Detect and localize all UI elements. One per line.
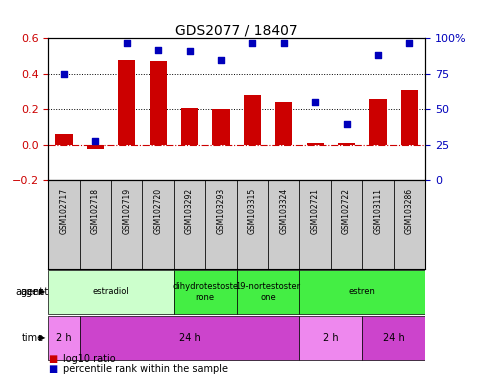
Text: ▶: ▶ <box>40 333 46 343</box>
Bar <box>56 134 72 145</box>
Bar <box>299 180 331 269</box>
Bar <box>87 145 104 149</box>
Text: estren: estren <box>349 287 376 296</box>
Point <box>249 40 256 46</box>
Point <box>312 99 319 106</box>
Point <box>123 40 131 46</box>
Text: 24 h: 24 h <box>179 333 200 343</box>
Text: ■: ■ <box>48 354 57 364</box>
Text: log10 ratio: log10 ratio <box>63 354 115 364</box>
Bar <box>181 108 198 145</box>
Point <box>155 47 162 53</box>
Text: GSM103315: GSM103315 <box>248 187 257 234</box>
Point <box>343 121 351 127</box>
Text: GSM102718: GSM102718 <box>91 187 100 233</box>
Text: ▶: ▶ <box>40 287 46 296</box>
Bar <box>118 60 135 145</box>
Text: estradiol: estradiol <box>93 287 129 296</box>
Bar <box>299 316 362 360</box>
Text: percentile rank within the sample: percentile rank within the sample <box>63 364 228 374</box>
Text: GSM103111: GSM103111 <box>373 187 383 233</box>
Bar <box>331 180 362 269</box>
Bar <box>307 143 324 145</box>
Text: GSM103293: GSM103293 <box>216 187 226 234</box>
Bar <box>142 180 174 269</box>
Bar <box>268 180 299 269</box>
Bar <box>213 109 229 145</box>
Text: agent: agent <box>15 287 43 297</box>
Bar <box>80 180 111 269</box>
Bar <box>111 180 142 269</box>
Point <box>280 40 288 46</box>
Text: GSM102719: GSM102719 <box>122 187 131 234</box>
Text: 2 h: 2 h <box>323 333 339 343</box>
Text: GDS2077 / 18407: GDS2077 / 18407 <box>175 23 298 37</box>
Bar <box>48 180 80 269</box>
Text: time: time <box>21 333 43 343</box>
Point <box>92 137 99 144</box>
Text: GSM102721: GSM102721 <box>311 187 320 233</box>
Text: GSM103286: GSM103286 <box>405 187 414 234</box>
Point <box>217 56 225 63</box>
Bar <box>150 61 167 145</box>
Bar <box>48 270 174 314</box>
Bar <box>275 102 292 145</box>
Bar <box>237 270 299 314</box>
Text: dihydrotestoste
rone: dihydrotestoste rone <box>172 282 238 301</box>
Text: GSM103324: GSM103324 <box>279 187 288 234</box>
Bar <box>174 180 205 269</box>
Bar <box>174 270 237 314</box>
Bar <box>205 180 237 269</box>
Point <box>60 71 68 77</box>
Text: ■: ■ <box>48 364 57 374</box>
Text: GSM102717: GSM102717 <box>59 187 69 234</box>
Text: 24 h: 24 h <box>383 333 405 343</box>
Bar <box>369 99 386 145</box>
Bar <box>48 316 80 360</box>
Bar <box>80 316 299 360</box>
Text: GSM102722: GSM102722 <box>342 187 351 233</box>
Bar <box>362 316 425 360</box>
Text: 19-nortestoster
one: 19-nortestoster one <box>236 282 300 301</box>
Bar <box>237 180 268 269</box>
Text: GSM102720: GSM102720 <box>154 187 163 234</box>
Bar <box>394 180 425 269</box>
Bar <box>338 143 355 145</box>
Bar <box>244 95 261 145</box>
Bar <box>362 180 394 269</box>
Text: 2 h: 2 h <box>56 333 72 343</box>
Bar <box>299 270 425 314</box>
Text: GSM103292: GSM103292 <box>185 187 194 234</box>
Point <box>374 52 382 58</box>
Bar <box>401 90 418 145</box>
Point <box>406 40 413 46</box>
Text: agent: agent <box>20 287 48 297</box>
Point <box>186 48 194 54</box>
